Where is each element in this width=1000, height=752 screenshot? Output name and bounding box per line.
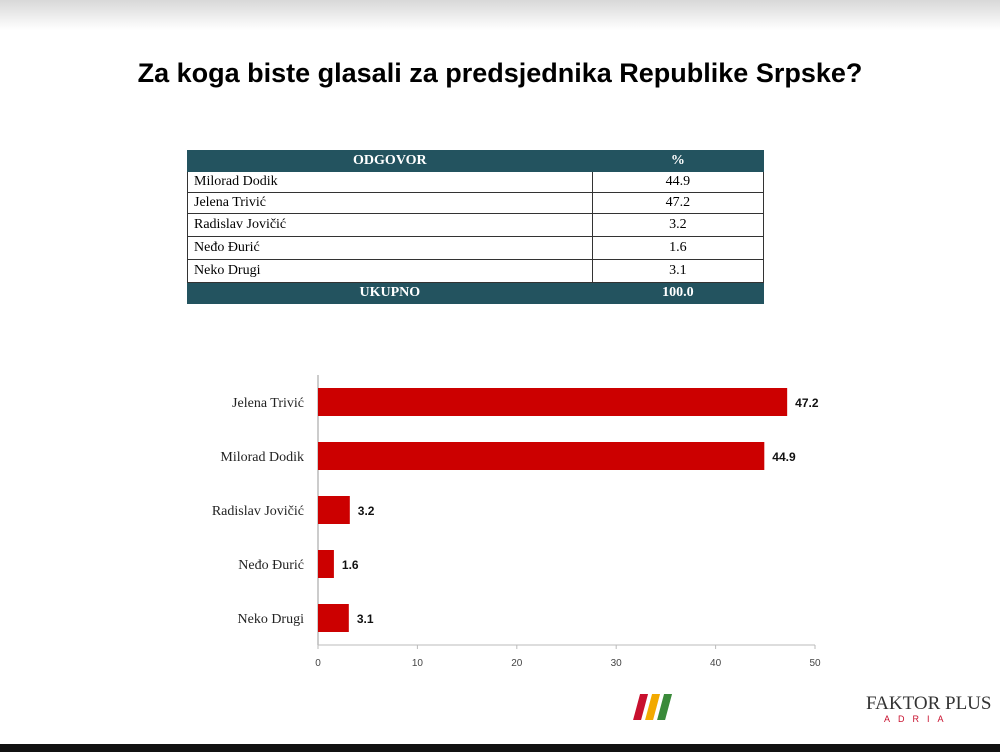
table-cell: UKUPNO: [187, 282, 593, 304]
value-label: 1.6: [342, 558, 359, 572]
results-table: ODGOVOR% Milorad Dodik 44.9 Jelena Trivić 47…: [187, 150, 765, 304]
x-tick-label: 30: [611, 658, 623, 669]
bar: [318, 496, 350, 524]
x-tick-label: 40: [710, 658, 722, 669]
bottom-bar: [0, 744, 1000, 752]
table-row: Radislav Jovičić 3.2: [187, 213, 765, 237]
bar: [318, 388, 788, 416]
table-cell: 100.0: [591, 282, 765, 304]
table-cell: %: [591, 150, 765, 172]
category-label: Radislav Jovičić: [212, 504, 304, 519]
category-label: Neko Drugi: [238, 612, 305, 627]
table-row: ODGOVOR%: [187, 150, 765, 172]
value-label: 44.9: [772, 450, 796, 464]
bar: [318, 550, 334, 578]
value-label: 47.2: [795, 396, 819, 410]
category-label: Jelena Trivić: [232, 396, 304, 411]
x-tick-label: 50: [809, 658, 821, 669]
slide-title: Za koga biste glasali za predsjednika Re…: [137, 58, 863, 88]
bar: [318, 442, 765, 470]
table-row: Milorad Dodik 44.9: [187, 171, 765, 193]
category-label: Milorad Dodik: [220, 450, 304, 465]
table-cell: Neđo Đurić: [187, 236, 593, 260]
table-cell: Milorad Dodik: [187, 171, 593, 193]
x-tick-label: 10: [412, 658, 424, 669]
logo-mark: [657, 694, 673, 720]
bar: [318, 604, 349, 632]
logo-mark: [633, 694, 649, 720]
table-row: UKUPNO 100.0: [187, 282, 765, 304]
value-label: 3.2: [358, 504, 375, 518]
value-label: 3.1: [357, 612, 374, 626]
category-label: Neđo Đurić: [238, 558, 304, 573]
x-tick-label: 20: [511, 658, 523, 669]
logo-name: FAKTOR PLUS: [866, 693, 991, 714]
logo-sub: ADRIA: [884, 714, 952, 724]
table-cell: Neko Drugi: [187, 259, 593, 283]
logo-mark: [645, 694, 661, 720]
table-cell: 3.2: [591, 213, 765, 237]
top-bar: [0, 0, 1000, 30]
x-tick-label: 0: [315, 658, 321, 669]
